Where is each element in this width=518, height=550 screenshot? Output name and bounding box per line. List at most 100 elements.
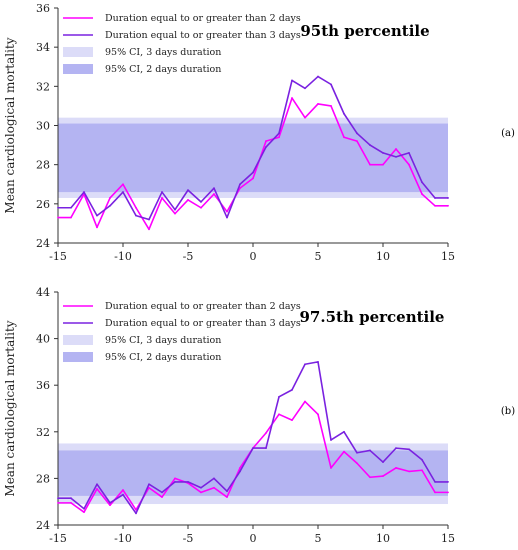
data-point-3-days [213, 477, 215, 480]
data-point-3-days [226, 490, 228, 493]
chart-panel-a: 24 26 28 30 32 34 36 -15 -10 -5 0 5 10 15 Mean cardiol… [3, 2, 515, 263]
legend-entry-label: Duration equal to or greater than 3 days [105, 318, 301, 329]
data-point-3-days [317, 361, 319, 363]
data-point-3-days [70, 206, 72, 209]
data-point-3-days [96, 483, 98, 486]
legend-entry-label: 95% CI, 2 days duration [105, 64, 221, 75]
data-point-2-days [135, 206, 137, 209]
data-point-2-days [57, 216, 59, 219]
data-point-2-days [291, 419, 293, 422]
data-point-2-days [96, 487, 98, 490]
data-point-2-days [317, 103, 319, 105]
data-point-3-days [83, 507, 85, 510]
data-point-3-days [421, 458, 423, 461]
legend: Duration equal to or greater than 2 days… [63, 301, 301, 363]
data-point-3-days [330, 83, 332, 86]
data-point-3-days [109, 501, 111, 504]
legend-swatch-band [63, 47, 93, 57]
y-tick-label: 30 [36, 120, 50, 133]
data-point-2-days [369, 476, 371, 479]
data-point-3-days [265, 146, 267, 148]
data-point-3-days [200, 200, 202, 203]
data-point-3-days [408, 448, 410, 451]
legend-swatch-band [63, 64, 93, 74]
data-point-3-days [382, 461, 384, 463]
data-point-2-days [96, 226, 98, 229]
x-tick-label: 5 [315, 250, 322, 263]
data-point-3-days [109, 204, 111, 207]
data-point-2-days [187, 199, 189, 201]
data-point-2-days [252, 177, 254, 180]
data-point-2-days [304, 116, 306, 119]
data-point-2-days [304, 400, 306, 403]
data-point-2-days [330, 467, 332, 469]
data-point-2-days [239, 467, 241, 469]
data-point-3-days [330, 439, 332, 441]
y-tick-label: 36 [36, 379, 50, 392]
data-point-3-days [161, 491, 163, 494]
legend: Duration equal to or greater than 2 days… [63, 13, 301, 75]
y-tick-label: 28 [36, 159, 50, 172]
data-point-2-days [109, 504, 111, 507]
x-tick-label: -10 [114, 250, 132, 263]
data-point-3-days [408, 152, 410, 154]
data-point-3-days [135, 512, 137, 515]
data-point-2-days [161, 197, 163, 199]
data-point-3-days [226, 216, 228, 219]
data-point-3-days [135, 214, 137, 217]
data-point-3-days [356, 451, 358, 454]
data-point-3-days [343, 112, 345, 115]
x-tick-label: 5 [315, 532, 322, 545]
data-point-3-days [187, 480, 189, 483]
data-point-3-days [187, 189, 189, 192]
y-tick-label: 44 [36, 286, 50, 299]
data-point-2-days [135, 508, 137, 511]
data-point-2-days [369, 163, 371, 166]
data-point-3-days [252, 447, 254, 450]
data-point-2-days [239, 187, 241, 190]
data-point-3-days [252, 171, 254, 174]
data-point-2-days [57, 501, 59, 504]
data-point-2-days [408, 470, 410, 473]
y-tick-label: 28 [36, 472, 50, 485]
data-point-2-days [395, 467, 397, 469]
legend-entry-label: 95% CI, 3 days duration [105, 335, 221, 346]
data-point-3-days [291, 79, 293, 82]
data-point-2-days [421, 469, 423, 472]
data-point-2-days [174, 212, 176, 215]
data-point-2-days [174, 477, 176, 480]
data-point-3-days [239, 470, 241, 473]
data-point-2-days [447, 491, 449, 494]
data-point-3-days [83, 191, 85, 193]
ci-band-2-days [58, 123, 448, 193]
data-point-2-days [148, 228, 150, 231]
y-tick-label: 24 [36, 237, 50, 250]
y-tick-label: 26 [36, 198, 50, 211]
legend-entry-label: Duration equal to or greater than 2 days [105, 301, 301, 312]
x-tick-label: 15 [441, 250, 455, 263]
x-tick-label: -5 [183, 532, 194, 545]
y-tick-label: 36 [36, 2, 50, 15]
x-tick-label: -5 [183, 250, 194, 263]
x-tick-label: -15 [49, 532, 67, 545]
data-point-2-days [200, 206, 202, 209]
data-point-2-days [109, 197, 111, 199]
data-point-3-days [447, 197, 449, 199]
data-point-3-days [122, 493, 124, 496]
data-point-2-days [200, 491, 202, 494]
data-point-3-days [447, 480, 449, 483]
x-tick-label: 0 [250, 532, 257, 545]
data-point-2-days [83, 511, 85, 514]
y-tick-label: 40 [36, 333, 50, 346]
legend-entry-label: 95% CI, 2 days duration [105, 352, 221, 363]
data-point-3-days [122, 191, 124, 193]
data-point-2-days [408, 163, 410, 166]
y-axis-label: Mean cardiological mortality [3, 37, 17, 213]
data-point-2-days [226, 496, 228, 498]
data-point-3-days [304, 363, 306, 366]
data-point-2-days [278, 136, 280, 139]
data-point-3-days [57, 497, 59, 500]
data-point-3-days [395, 447, 397, 450]
data-point-3-days [161, 191, 163, 193]
